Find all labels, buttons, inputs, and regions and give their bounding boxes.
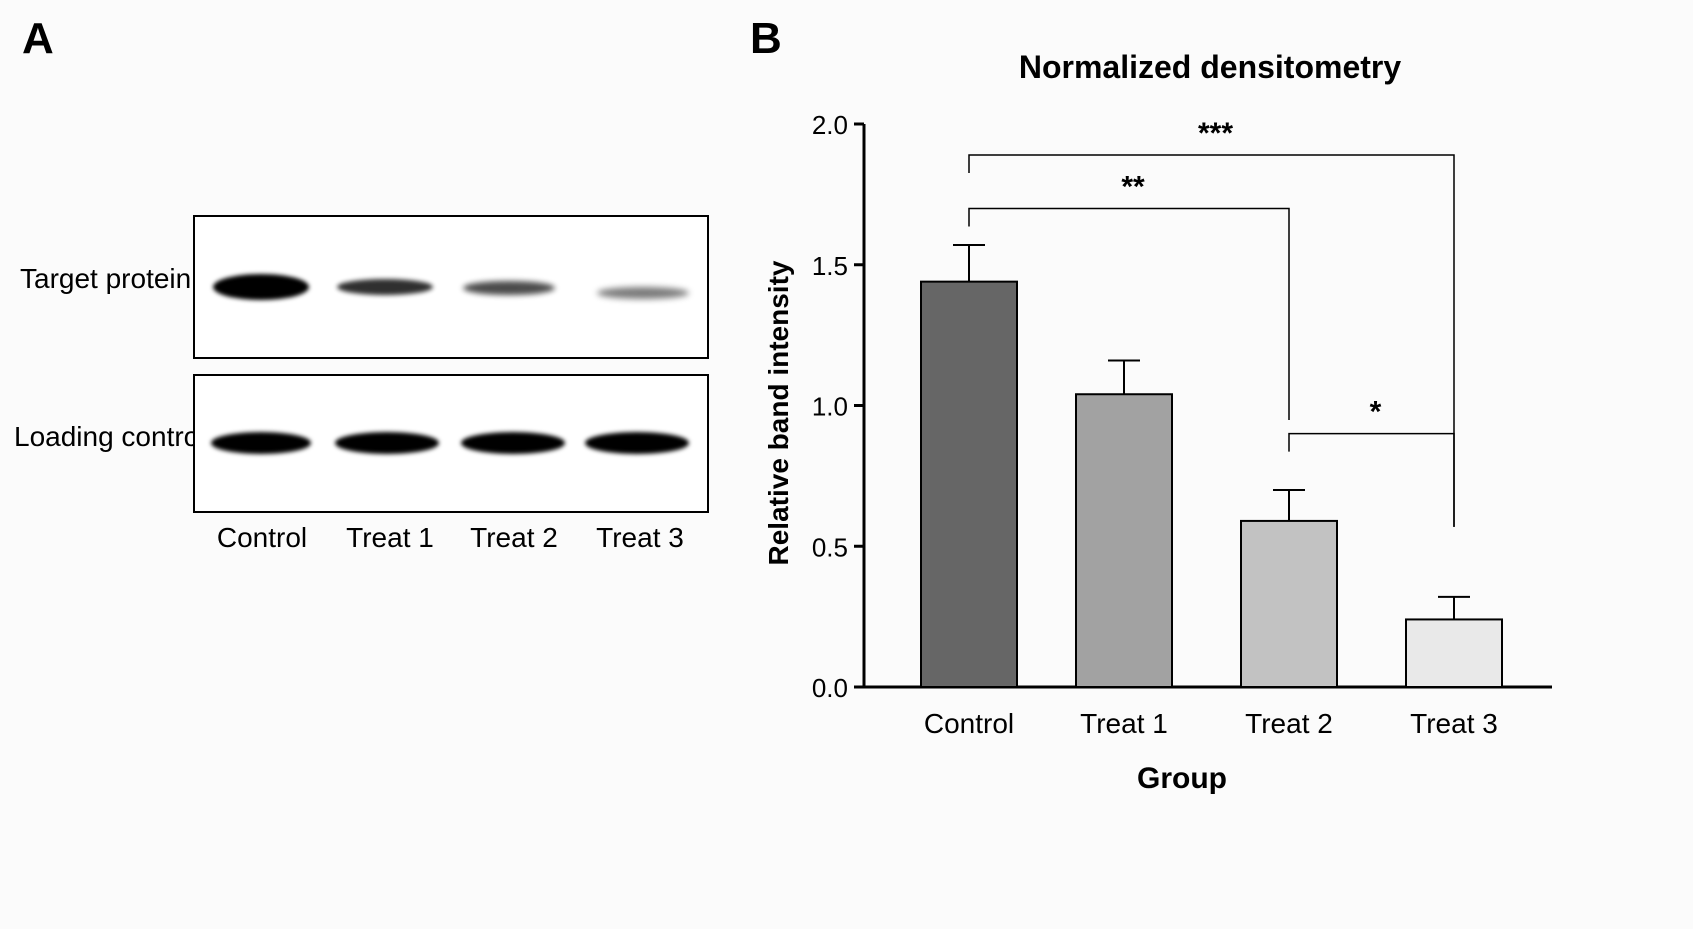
significance-bracket (968, 154, 1455, 527)
blot-target-protein (193, 215, 709, 359)
y-tick-label: 0.5 (812, 532, 848, 562)
lane-label-control: Control (216, 522, 308, 553)
band-target-treat3 (597, 287, 689, 299)
y-axis-label: Relative band intensity (763, 260, 794, 565)
y-tick-label: 2.0 (812, 110, 848, 140)
band-target-control (213, 274, 309, 300)
lane-label-treat2: Treat 2 (470, 522, 558, 553)
panel-a-letter: A (22, 14, 54, 63)
bar (1075, 393, 1173, 688)
blot-row-label-target: Target protein (20, 263, 192, 294)
blot-row-label-loading: Loading control (14, 421, 206, 452)
plot-area: 0.0 0.5 1.0 1.5 2.0 Control Treat 1 Treat 2 Trea… (812, 110, 1552, 739)
band-loading-treat2 (461, 432, 565, 454)
chart-title: Normalized densitometry (1019, 49, 1402, 85)
band-target-treat2 (463, 281, 555, 295)
y-tick-label: 1.0 (812, 392, 848, 422)
band-loading-treat3 (585, 432, 689, 454)
x-tick-label: Treat 1 (1080, 708, 1168, 739)
x-tick-label: Treat 2 (1245, 708, 1333, 739)
panel-b-letter: B (750, 14, 782, 63)
y-tick-label: 0.0 (812, 673, 848, 703)
significance-bracket (968, 207, 1290, 420)
x-tick-label: Treat 3 (1410, 708, 1498, 739)
y-tick-label: 1.5 (812, 251, 848, 281)
significance-label: * (1370, 396, 1382, 429)
significance-bracket (1288, 432, 1455, 527)
lane-label-treat3: Treat 3 (596, 522, 684, 553)
x-axis-label: Group (1137, 762, 1227, 795)
significance-label: ** (1121, 170, 1145, 203)
x-tick-label: Control (924, 708, 1014, 739)
blot-loading-control (193, 374, 709, 513)
bar (920, 280, 1018, 688)
band-loading-control (211, 432, 311, 454)
lane-label-treat1: Treat 1 (346, 522, 434, 553)
bar (1240, 519, 1338, 688)
band-loading-treat1 (335, 432, 439, 454)
band-target-treat1 (337, 279, 433, 295)
bar (1405, 618, 1503, 688)
significance-label: *** (1198, 117, 1233, 150)
